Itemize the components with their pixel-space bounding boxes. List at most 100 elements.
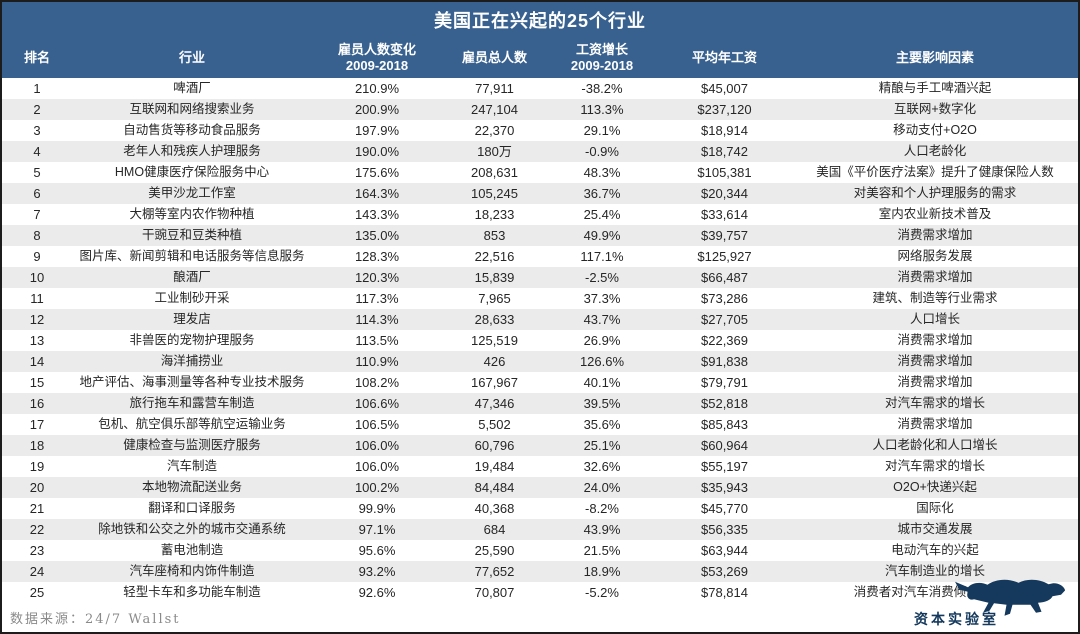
cell-industry: 图片库、新闻剪辑和电话服务等信息服务 — [79, 249, 305, 263]
table-body: 1 啤酒厂 210.9% 77,911 -38.2% $45,007 精酿与手工啤酒兴起 2 互… — [2, 78, 1078, 603]
cell-wage_growth: 32.6% — [583, 459, 621, 474]
cell-industry: 翻译和口译服务 — [148, 501, 236, 515]
cell-emp_total: 180万 — [477, 144, 512, 159]
cell-emp_change: 210.9% — [354, 81, 400, 96]
cell-emp_change: 106.5% — [354, 417, 400, 432]
cell-emp_total: 684 — [483, 522, 506, 537]
cell-rank: 5 — [33, 165, 41, 180]
table-row: 21 翻译和口译服务 99.9% 40,368 -8.2% $45,770 国际化 — [2, 498, 1078, 519]
cell-avg_wage: $53,269 — [701, 564, 748, 579]
cell-emp_change: 97.1% — [358, 522, 396, 537]
cell-rank: 23 — [29, 543, 45, 558]
cell-wage_growth: 39.5% — [583, 396, 621, 411]
col-header-wage-growth: 工资增长 2009-2018 — [570, 42, 634, 73]
cell-avg_wage: $63,944 — [701, 543, 748, 558]
cell-emp_total: 15,839 — [474, 270, 515, 285]
cell-rank: 19 — [29, 459, 45, 474]
table-row: 6 美甲沙龙工作室 164.3% 105,245 36.7% $20,344 对美容和个人护… — [2, 183, 1078, 204]
cell-factors: 精酿与手工啤酒兴起 — [878, 81, 992, 95]
cell-industry: 美甲沙龙工作室 — [148, 186, 236, 200]
table-row: 14 海洋捕捞业 110.9% 426 126.6% $91,838 消费需求增加 — [2, 351, 1078, 372]
cell-industry: 健康检查与监测医疗服务 — [123, 438, 261, 452]
col-header-emp-change: 雇员人数变化 2009-2018 — [337, 42, 416, 73]
table-row: 15 地产评估、海事测量等各种专业技术服务 108.2% 167,967 40.1% $7… — [2, 372, 1078, 393]
cell-wage_growth: 126.6% — [579, 354, 625, 369]
cell-avg_wage: $237,120 — [697, 102, 752, 117]
cell-industry: 汽车制造 — [166, 459, 217, 473]
cell-industry: 老年人和残疾人护理服务 — [123, 144, 261, 158]
cell-emp_change: 135.0% — [354, 228, 400, 243]
cell-industry: 地产评估、海事测量等各种专业技术服务 — [79, 375, 305, 389]
cell-emp_total: 853 — [483, 228, 506, 243]
logo-text: 资本实验室 — [914, 611, 999, 627]
table-row: 19 汽车制造 106.0% 19,484 32.6% $55,197 对汽车需求的增长 — [2, 456, 1078, 477]
cell-emp_total: 247,104 — [471, 102, 518, 117]
cell-emp_total: 208,631 — [471, 165, 518, 180]
cell-rank: 22 — [29, 522, 45, 537]
table-row: 4 老年人和残疾人护理服务 190.0% 180万 -0.9% $18,742 人口老龄化 — [2, 141, 1078, 162]
cell-industry: 理发店 — [173, 312, 211, 326]
cell-avg_wage: $79,791 — [701, 375, 748, 390]
cell-avg_wage: $22,369 — [701, 333, 748, 348]
table-row: 23 蓄电池制造 95.6% 25,590 21.5% $63,944 电动汽车的兴起 — [2, 540, 1078, 561]
cell-rank: 25 — [29, 585, 45, 600]
cell-avg_wage: $105,381 — [697, 165, 752, 180]
cell-emp_change: 175.6% — [354, 165, 400, 180]
cell-rank: 4 — [33, 144, 41, 159]
table-row: 17 包机、航空俱乐部等航空运输业务 106.5% 5,502 35.6% $85,843… — [2, 414, 1078, 435]
col-header-industry: 行业 — [178, 50, 205, 65]
cell-wage_growth: 40.1% — [583, 375, 621, 390]
cell-emp_change: 113.5% — [355, 333, 399, 348]
cell-emp_change: 200.9% — [354, 102, 400, 117]
cell-factors: 汽车制造业的增长 — [884, 564, 985, 578]
cell-emp_change: 92.6% — [358, 585, 396, 600]
cell-avg_wage: $66,487 — [701, 270, 748, 285]
col-header-rank: 排名 — [23, 50, 50, 65]
cell-industry: 轻型卡车和多功能车制造 — [123, 585, 261, 599]
cell-industry: 干豌豆和豆类种植 — [141, 228, 242, 242]
cell-wage_growth: 25.4% — [583, 207, 621, 222]
cell-rank: 6 — [33, 186, 41, 201]
cell-rank: 3 — [33, 123, 41, 138]
cell-wage_growth: -5.2% — [585, 585, 619, 600]
cell-factors: 室内农业新技术普及 — [878, 207, 992, 221]
cell-emp_total: 60,796 — [474, 438, 515, 453]
cell-wage_growth: 24.0% — [583, 480, 621, 495]
cell-industry: 海洋捕捞业 — [160, 354, 224, 368]
cell-wage_growth: -0.9% — [585, 144, 619, 159]
cell-industry: 旅行拖车和露营车制造 — [129, 396, 255, 410]
col-header-avg-wage: 平均年工资 — [691, 50, 757, 65]
cell-factors: 人口老龄化 — [903, 144, 967, 158]
column-header-row: 排名 行业 雇员人数变化 2009-2018 雇员总人数 工资增长 2009-2… — [2, 33, 1078, 83]
cell-emp_change: 197.9% — [354, 123, 400, 138]
cell-emp_change: 117.3% — [355, 291, 399, 306]
cell-wage_growth: 35.6% — [583, 417, 621, 432]
table-row: 2 互联网和网络搜索业务 200.9% 247,104 113.3% $237,120 互联… — [2, 99, 1078, 120]
table-row: 16 旅行拖车和露营车制造 106.6% 47,346 39.5% $52,818 对汽车需… — [2, 393, 1078, 414]
cell-wage_growth: 48.3% — [583, 165, 621, 180]
cell-rank: 11 — [30, 291, 44, 306]
cell-industry: 大棚等室内农作物种植 — [129, 207, 255, 221]
cell-emp_total: 167,967 — [471, 375, 518, 390]
cell-rank: 12 — [29, 312, 45, 327]
cell-factors: 城市交通发展 — [897, 522, 973, 536]
cell-factors: 消费需求增加 — [897, 333, 973, 347]
cell-rank: 15 — [29, 375, 45, 390]
cell-emp_total: 5,502 — [478, 417, 511, 432]
cell-factors: 建筑、制造等行业需求 — [872, 291, 998, 305]
cell-factors: 对汽车需求的增长 — [884, 396, 985, 410]
cell-emp_change: 93.2% — [358, 564, 396, 579]
cell-rank: 8 — [33, 228, 41, 243]
cell-rank: 21 — [29, 501, 45, 516]
cell-avg_wage: $45,007 — [701, 81, 748, 96]
cell-wage_growth: 49.9% — [583, 228, 621, 243]
cell-factors: 消费需求增加 — [897, 375, 973, 389]
cell-wage_growth: 18.9% — [583, 564, 621, 579]
cell-rank: 17 — [29, 417, 45, 432]
cell-avg_wage: $73,286 — [701, 291, 748, 306]
cell-avg_wage: $18,742 — [701, 144, 748, 159]
cell-industry: 工业制砂开采 — [154, 291, 230, 305]
cell-factors: 网络服务发展 — [897, 249, 973, 263]
cell-emp_total: 18,233 — [474, 207, 515, 222]
cell-emp_change: 128.3% — [354, 249, 400, 264]
